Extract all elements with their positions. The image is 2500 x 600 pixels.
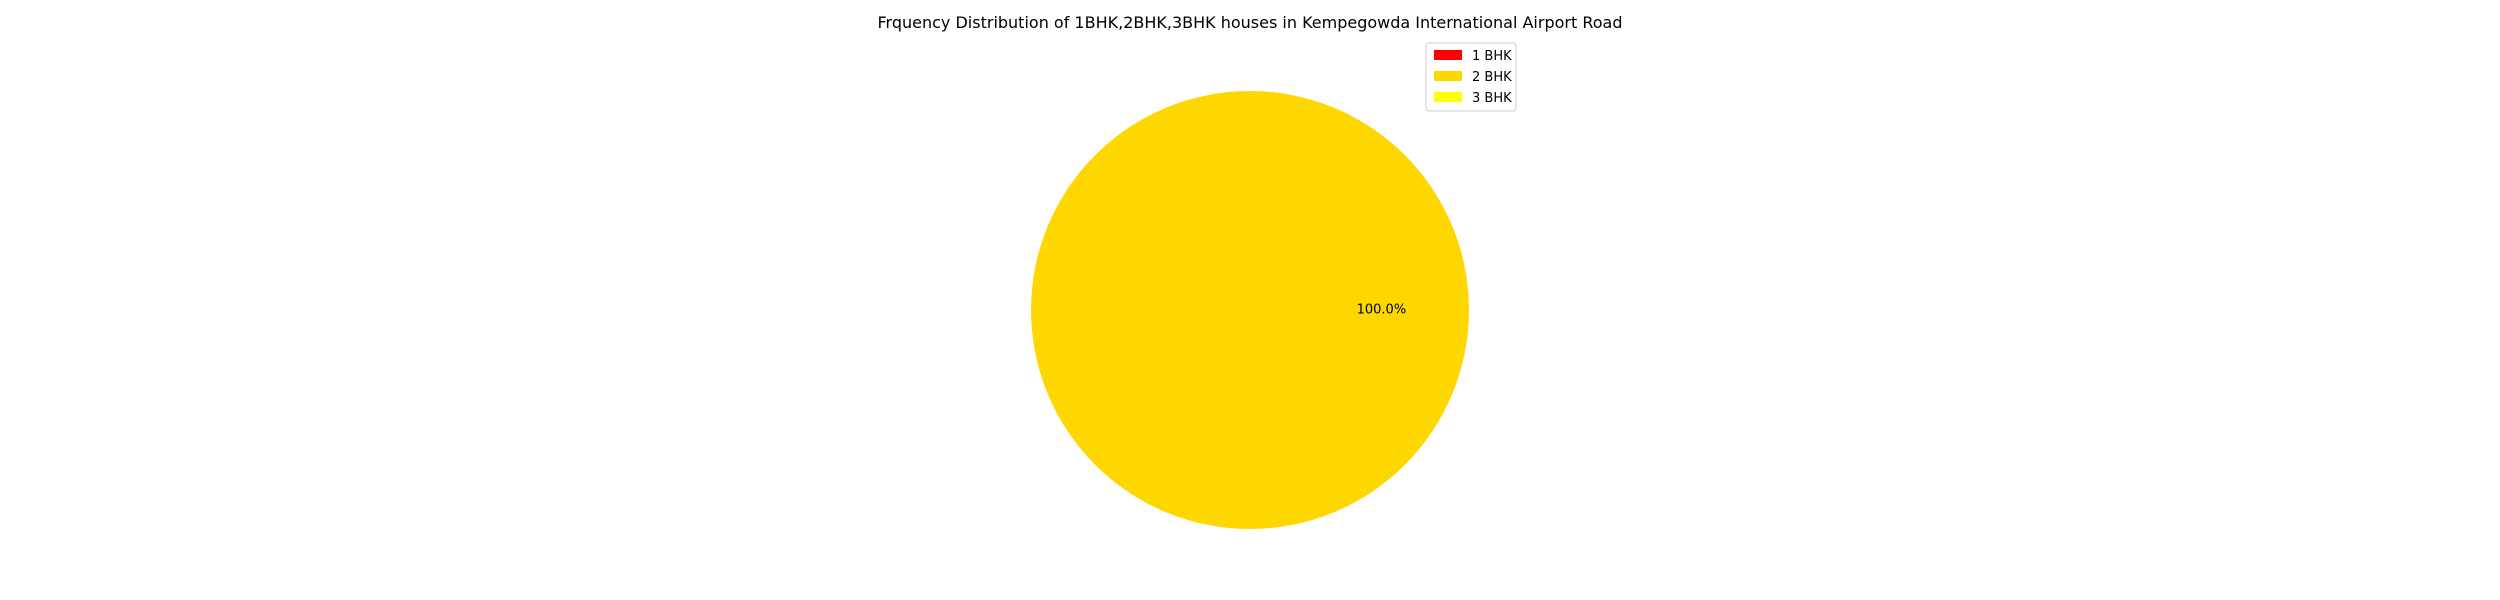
pct-label-2-bhk: 100.0% [1357,303,1407,318]
legend-swatch-2-bhk [1434,71,1462,81]
legend-label-2-bhk: 2 BHK [1472,70,1512,85]
legend: 1 BHK 2 BHK 3 BHK [1425,42,1517,112]
slice-percent-labels: 100.0% [1357,303,1407,318]
legend-label-1-bhk: 1 BHK [1472,49,1512,64]
chart-title: Frquency Distribution of 1BHK,2BHK,3BHK … [878,13,1623,32]
legend-swatch-3-bhk [1434,92,1462,102]
pie-slices [1031,91,1469,529]
pie-slice-2-bhk [1031,91,1469,529]
legend-label-3-bhk: 3 BHK [1472,91,1512,106]
legend-swatch-1-bhk [1434,50,1462,60]
